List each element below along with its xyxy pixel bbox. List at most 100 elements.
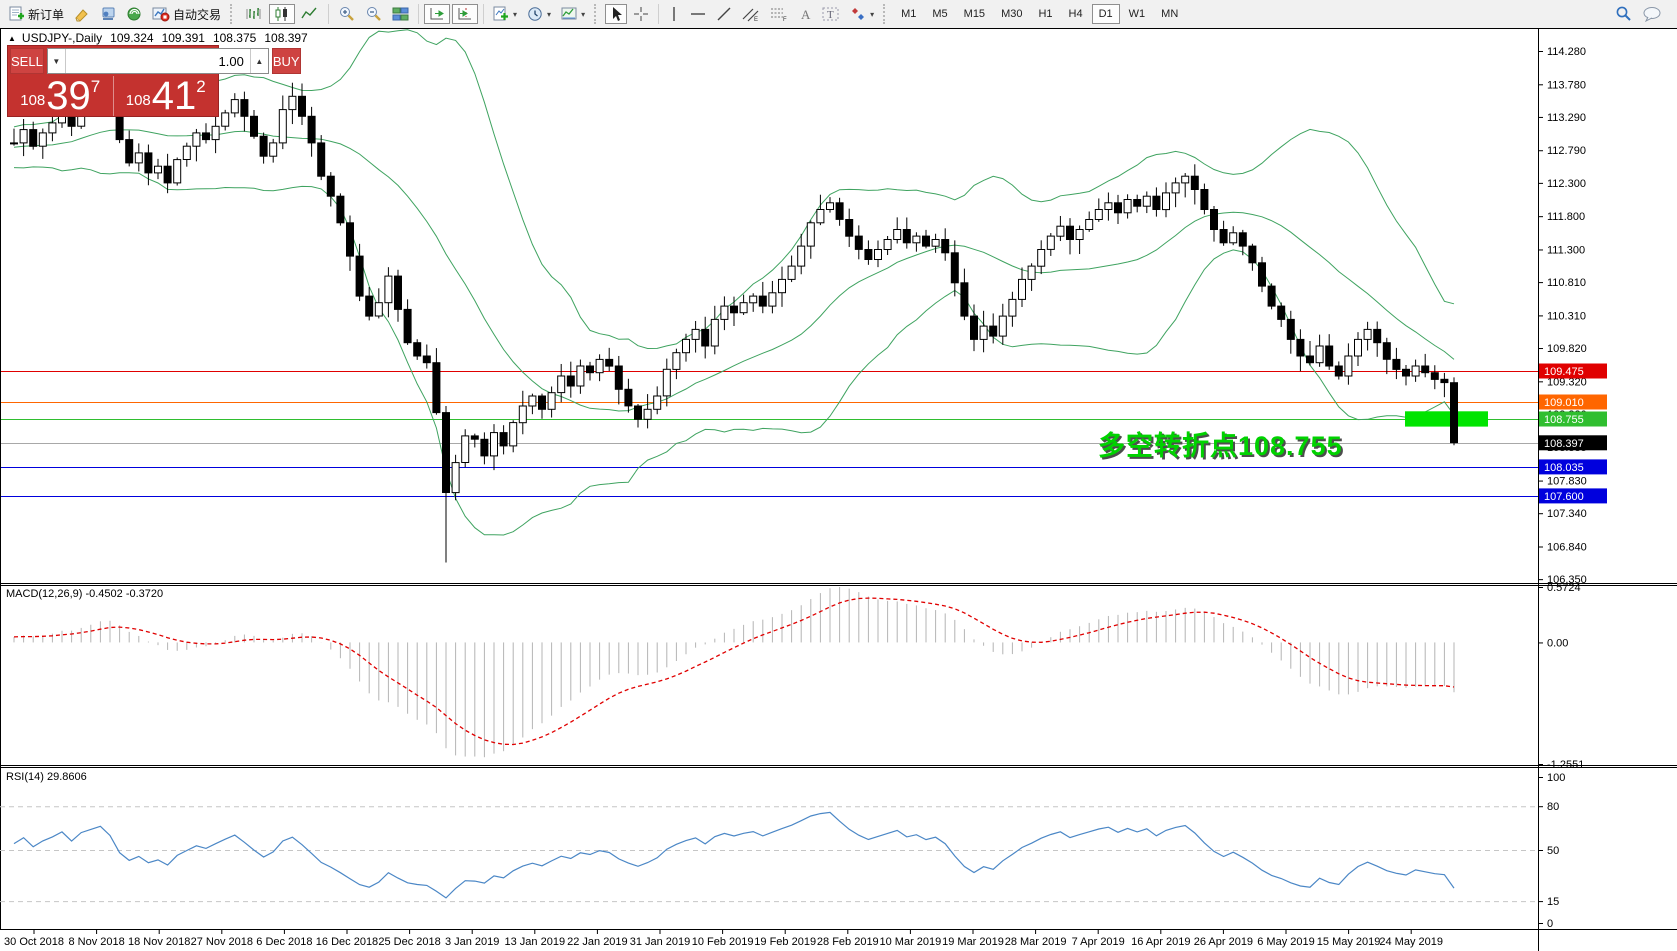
timeframe-m15-button[interactable]: M15 [963, 8, 986, 20]
candle [1008, 291, 1017, 327]
high-value: 109.391 [161, 31, 205, 45]
rsi-line [13, 811, 1455, 899]
volume-input[interactable] [65, 49, 250, 73]
zoom-out-button[interactable] [361, 4, 386, 24]
chart-annotation-text[interactable]: 多空转折点108.755 [1098, 431, 1343, 461]
candle [1392, 347, 1401, 380]
arrows-button[interactable]: ▾ [846, 4, 878, 24]
collapse-panel-icon[interactable]: ▲ [8, 33, 16, 43]
fibonacci-button[interactable]: F [766, 4, 792, 24]
candle [1085, 211, 1094, 232]
candle [941, 228, 950, 261]
arrows-caret[interactable]: ▾ [870, 9, 875, 19]
zoom-in-button[interactable] [334, 4, 359, 24]
timeframe-m5-button[interactable]: M5 [932, 8, 948, 20]
candle [346, 215, 354, 271]
candle [461, 429, 470, 468]
date-label: 27 Nov 2018 [191, 936, 253, 948]
auto-scroll-button[interactable] [424, 4, 451, 24]
candle [1286, 310, 1295, 354]
sell-price-display[interactable]: 108 39 7 [20, 74, 101, 119]
candle [778, 266, 786, 307]
cursor-button[interactable] [605, 4, 628, 24]
toolbar-separator [418, 4, 420, 24]
candle [806, 220, 815, 259]
timeframe-m1-button[interactable]: M1 [901, 8, 917, 20]
candle [403, 299, 412, 345]
candle [154, 158, 162, 180]
search-button[interactable] [1610, 4, 1636, 24]
templates-button[interactable]: ▾ [557, 4, 589, 24]
candle [470, 433, 479, 448]
periods-clock-icon [527, 6, 543, 22]
price-axis-label: 110.310 [1547, 310, 1586, 322]
price-axis-label: 112.300 [1547, 178, 1586, 190]
svg-text:108.397: 108.397 [1544, 438, 1584, 450]
new-order-label: 新订单 [28, 7, 65, 22]
candle [1421, 353, 1430, 378]
trendline-button[interactable] [712, 4, 736, 24]
price-axis-label: 107.340 [1547, 508, 1587, 520]
horizontal-price-lines[interactable] [0, 371, 1538, 497]
highlight-box[interactable] [1405, 411, 1488, 427]
tile-windows-button[interactable] [388, 4, 413, 24]
toolbar-grip [230, 4, 236, 24]
candle [576, 359, 585, 394]
date-label: 26 Apr 2019 [1194, 936, 1253, 948]
buy-price-display[interactable]: 108 41 2 [112, 76, 219, 116]
macd-pane [13, 587, 1455, 758]
timeframe-w1-button[interactable]: W1 [1128, 8, 1146, 20]
price-axis[interactable]: 114.280 113.780 113.290 112.790 112.300 111.8… [1538, 46, 1607, 930]
date-label: 10 Feb 2019 [692, 936, 754, 948]
price-line-badge: 107.600 [1539, 488, 1607, 504]
line-chart-button[interactable] [297, 4, 323, 24]
new-order-button[interactable]: 新订单 [5, 4, 68, 24]
candle [480, 432, 489, 465]
date-label: 30 Oct 2018 [4, 936, 64, 948]
candle [893, 217, 902, 244]
volume-increase-button[interactable]: ▲ [249, 49, 268, 73]
candlestick-chart-button[interactable] [269, 4, 296, 24]
candle [605, 347, 614, 372]
strategy-tester-button[interactable] [122, 4, 146, 24]
candle [758, 281, 767, 314]
volume-decrease-button[interactable]: ▼ [47, 49, 66, 73]
candle [1402, 364, 1410, 386]
indicators-button[interactable]: ▾ [489, 4, 521, 24]
text-label-button[interactable]: T [818, 4, 844, 24]
text-button[interactable]: A [794, 4, 816, 24]
timeframe-h4-button[interactable]: H4 [1068, 8, 1083, 20]
community-chat-button[interactable] [1638, 4, 1666, 24]
chart-shift-button[interactable] [452, 4, 479, 24]
timeframe-h1-button[interactable]: H1 [1038, 8, 1053, 20]
terminal-button[interactable] [96, 4, 120, 24]
candle [490, 424, 498, 471]
timeframe-m30-button[interactable]: M30 [1001, 8, 1023, 20]
timeframe-d1-button[interactable]: D1 [1091, 4, 1120, 24]
candle [394, 269, 402, 322]
equidistant-channel-button[interactable]: E [738, 4, 764, 24]
svg-text:E: E [754, 17, 758, 22]
horizontal-line-button[interactable] [686, 4, 710, 24]
indicators-icon [493, 6, 509, 22]
candle [1075, 225, 1084, 254]
date-label: 28 Feb 2019 [817, 936, 879, 948]
periods-button[interactable]: ▾ [523, 4, 555, 24]
candle [547, 386, 556, 418]
vertical-line-button[interactable] [664, 4, 684, 24]
periods-caret[interactable]: ▾ [547, 9, 552, 19]
sell-button[interactable]: SELL [10, 48, 44, 74]
timeframe-mn-button[interactable]: MN [1161, 8, 1179, 20]
candle [288, 82, 297, 125]
candle [586, 361, 594, 381]
autotrading-button[interactable]: 自动交易 [148, 4, 225, 24]
templates-caret[interactable]: ▾ [581, 9, 586, 19]
metaeditor-button[interactable] [70, 4, 94, 24]
bar-chart-button[interactable] [241, 4, 267, 24]
buy-button[interactable]: BUY [271, 48, 301, 74]
highlight-layer[interactable] [1405, 411, 1488, 427]
indicators-caret[interactable]: ▾ [513, 9, 518, 19]
crosshair-button[interactable] [629, 4, 653, 24]
date-axis[interactable]: 30 Oct 2018 8 Nov 2018 18 Nov 2018 27 Nov 2… [4, 930, 1443, 948]
